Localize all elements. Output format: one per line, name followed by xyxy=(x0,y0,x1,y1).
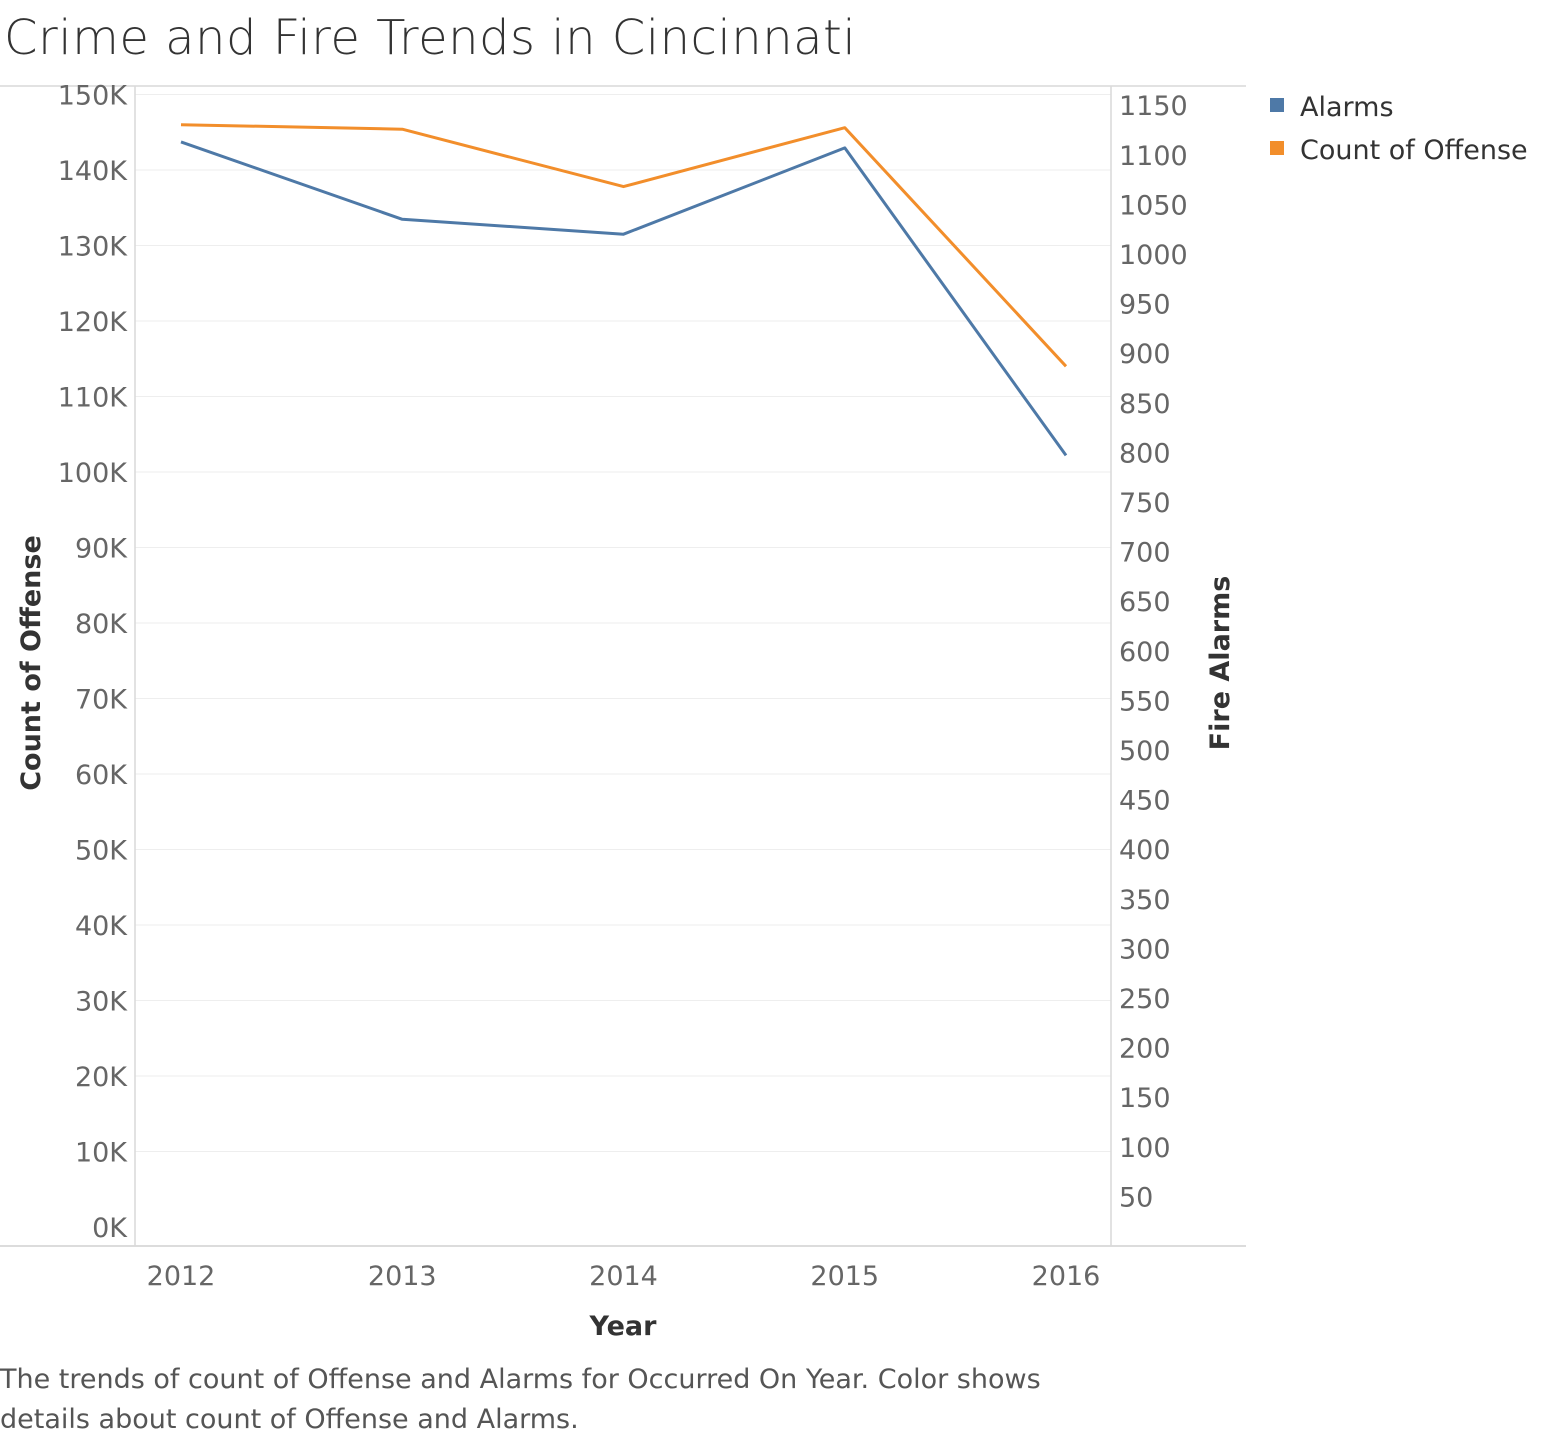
right-tick-label: 250 xyxy=(1119,984,1171,1015)
chart-caption: The trends of count of Offense and Alarm… xyxy=(0,1364,1041,1435)
right-tick-label: 500 xyxy=(1119,736,1171,767)
x-axis-ticks: 2012 2013 2014 2015 2016 xyxy=(147,1261,1101,1292)
x-tick-label: 2012 xyxy=(147,1261,216,1292)
x-axis-title: Year xyxy=(589,1311,658,1342)
left-tick-label: 30K xyxy=(75,987,128,1018)
right-tick-label: 350 xyxy=(1119,885,1171,916)
left-tick-label: 50K xyxy=(75,836,128,867)
left-axis-ticks: 0K 10K 20K 30K 40K 50K 60K 70K 80K 90K 100K 110K 120… xyxy=(58,81,129,1245)
left-tick-label: 10K xyxy=(75,1138,128,1169)
right-tick-label: 700 xyxy=(1119,538,1171,569)
right-tick-label: 850 xyxy=(1119,389,1171,420)
right-tick-label: 200 xyxy=(1119,1034,1171,1065)
series-lines xyxy=(180,123,1068,457)
left-tick-label: 90K xyxy=(75,534,128,565)
left-tick-label: 110K xyxy=(58,383,129,414)
x-tick-label: 2016 xyxy=(1032,1261,1101,1292)
x-tick-label: 2014 xyxy=(589,1261,658,1292)
left-tick-label: 100K xyxy=(58,458,129,489)
right-tick-label: 650 xyxy=(1119,587,1171,618)
right-tick-label: 950 xyxy=(1119,290,1171,321)
right-tick-label: 300 xyxy=(1119,934,1171,965)
right-tick-label: 100 xyxy=(1119,1133,1171,1164)
legend-swatch-count-of-offense xyxy=(1270,141,1284,155)
plot-frame xyxy=(0,85,1246,1247)
right-tick-label: 400 xyxy=(1119,835,1171,866)
x-tick-label: 2015 xyxy=(810,1261,879,1292)
legend[interactable]: Alarms Count of Offense xyxy=(1270,92,1528,166)
left-tick-label: 150K xyxy=(58,81,129,112)
series-line-count-of-offense[interactable] xyxy=(180,123,1068,368)
right-tick-label: 1150 xyxy=(1119,91,1188,122)
left-tick-label: 120K xyxy=(58,307,129,338)
left-tick-label: 80K xyxy=(75,609,128,640)
x-tick-label: 2013 xyxy=(368,1261,437,1292)
legend-label-count-of-offense: Count of Offense xyxy=(1300,135,1528,166)
chart-title: Crime and Fire Trends in Cincinnati xyxy=(4,10,857,66)
right-tick-label: 1100 xyxy=(1119,141,1188,172)
y-axis-title-left: Count of Offense xyxy=(16,535,47,791)
right-axis-ticks: 50 100 150 200 250 300 350 400 450 500 550 600 650 70… xyxy=(1119,91,1188,1213)
right-tick-label: 600 xyxy=(1119,637,1171,668)
legend-label-alarms: Alarms xyxy=(1300,92,1394,123)
right-tick-label: 450 xyxy=(1119,786,1171,817)
right-tick-label: 50 xyxy=(1119,1182,1153,1213)
right-tick-label: 800 xyxy=(1119,438,1171,469)
right-tick-label: 900 xyxy=(1119,339,1171,370)
left-tick-label: 0K xyxy=(92,1213,128,1244)
right-tick-label: 750 xyxy=(1119,488,1171,519)
right-tick-label: 150 xyxy=(1119,1083,1171,1114)
right-tick-label: 550 xyxy=(1119,686,1171,717)
series-line-alarms[interactable] xyxy=(180,140,1068,457)
left-tick-label: 40K xyxy=(75,911,128,942)
grid-lines xyxy=(135,94,1111,1152)
left-tick-label: 130K xyxy=(58,232,129,263)
legend-swatch-alarms xyxy=(1270,98,1284,112)
left-tick-label: 70K xyxy=(75,685,128,716)
left-tick-label: 140K xyxy=(58,156,129,187)
right-tick-label: 1050 xyxy=(1119,190,1188,221)
left-tick-label: 20K xyxy=(75,1062,128,1093)
right-tick-label: 1000 xyxy=(1119,240,1188,271)
y-axis-title-right: Fire Alarms xyxy=(1205,576,1236,751)
left-tick-label: 60K xyxy=(75,760,128,791)
